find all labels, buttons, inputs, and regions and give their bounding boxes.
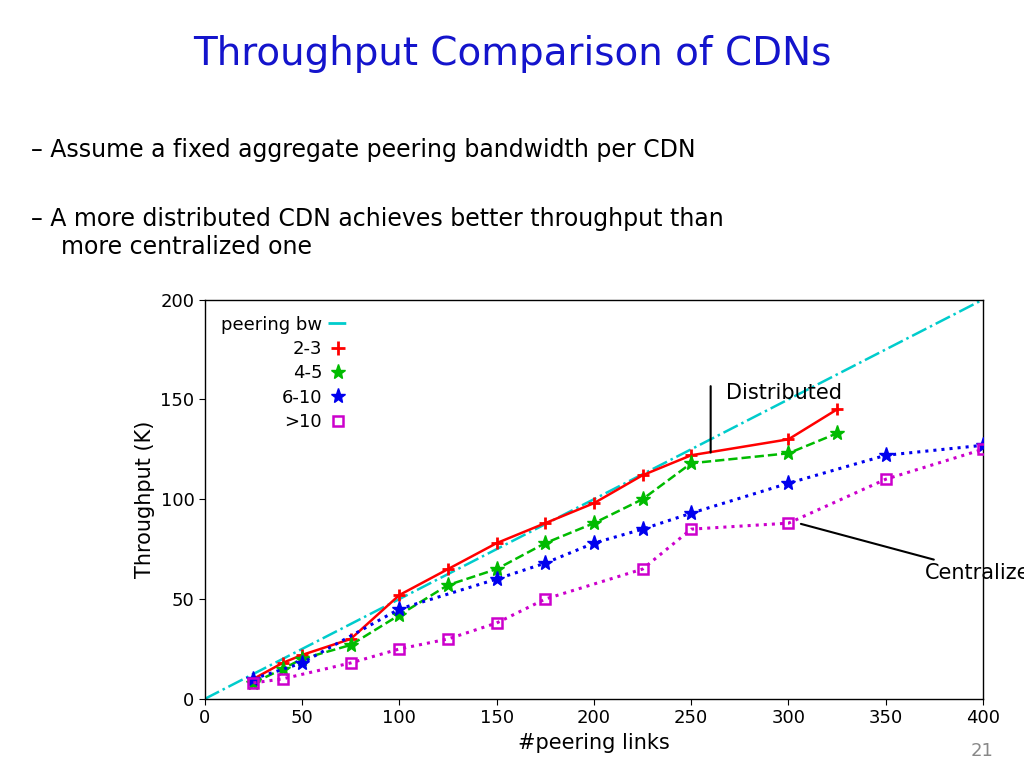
Y-axis label: Throughput (K): Throughput (K) <box>135 421 155 578</box>
Text: Distributed: Distributed <box>726 383 842 403</box>
Text: Centralized: Centralized <box>801 524 1024 583</box>
Legend: peering bw, 2-3, 4-5, 6-10, >10: peering bw, 2-3, 4-5, 6-10, >10 <box>214 309 356 439</box>
Text: Throughput Comparison of CDNs: Throughput Comparison of CDNs <box>193 35 831 72</box>
Text: – Assume a fixed aggregate peering bandwidth per CDN: – Assume a fixed aggregate peering bandw… <box>31 138 695 162</box>
Text: 21: 21 <box>971 743 993 760</box>
Text: – A more distributed CDN achieves better throughput than
    more centralized on: – A more distributed CDN achieves better… <box>31 207 724 259</box>
X-axis label: #peering links: #peering links <box>518 733 670 753</box>
